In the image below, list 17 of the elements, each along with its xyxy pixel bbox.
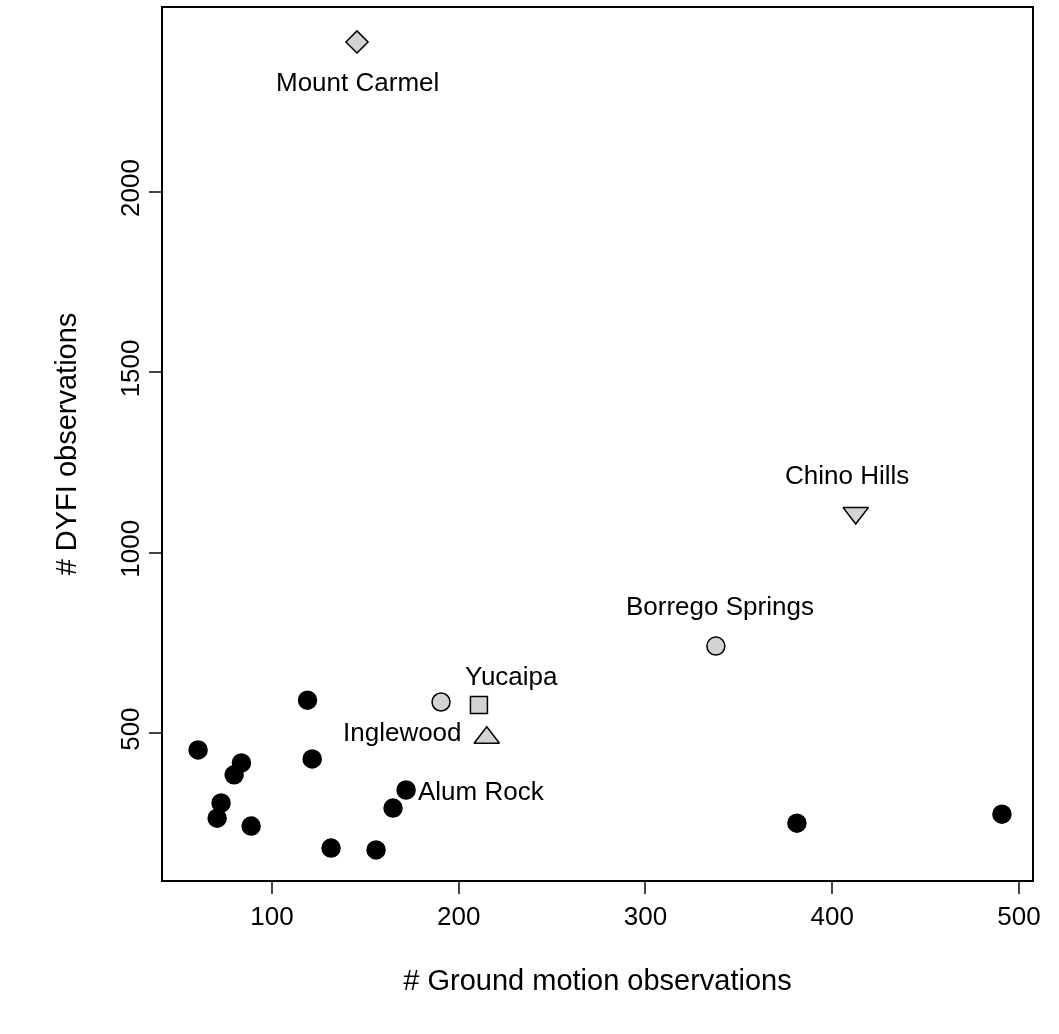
y-tick-label: 500 [114, 707, 145, 751]
annotation: Alum Rock [418, 776, 545, 806]
y-axis-title: # DYFI observations [49, 312, 82, 576]
annotation: Inglewood [343, 717, 462, 747]
x-tick-label: 400 [810, 900, 854, 931]
annotation: Yucaipa [465, 661, 559, 691]
y-tick-label: 1000 [114, 519, 145, 578]
annotation: Chino Hills [785, 460, 910, 490]
y-tick-label: 1500 [114, 339, 145, 398]
annotation: Borrego Springs [626, 591, 814, 621]
x-axis-title: # Ground motion observations [403, 964, 792, 997]
x-tick-label: 200 [437, 900, 481, 931]
x-tick-label: 100 [250, 900, 294, 931]
x-tick-label: 300 [623, 900, 668, 931]
annotation: Mount Carmel [276, 67, 440, 97]
x-tick-label: 500 [997, 900, 1041, 931]
y-tick-label: 2000 [114, 159, 145, 217]
